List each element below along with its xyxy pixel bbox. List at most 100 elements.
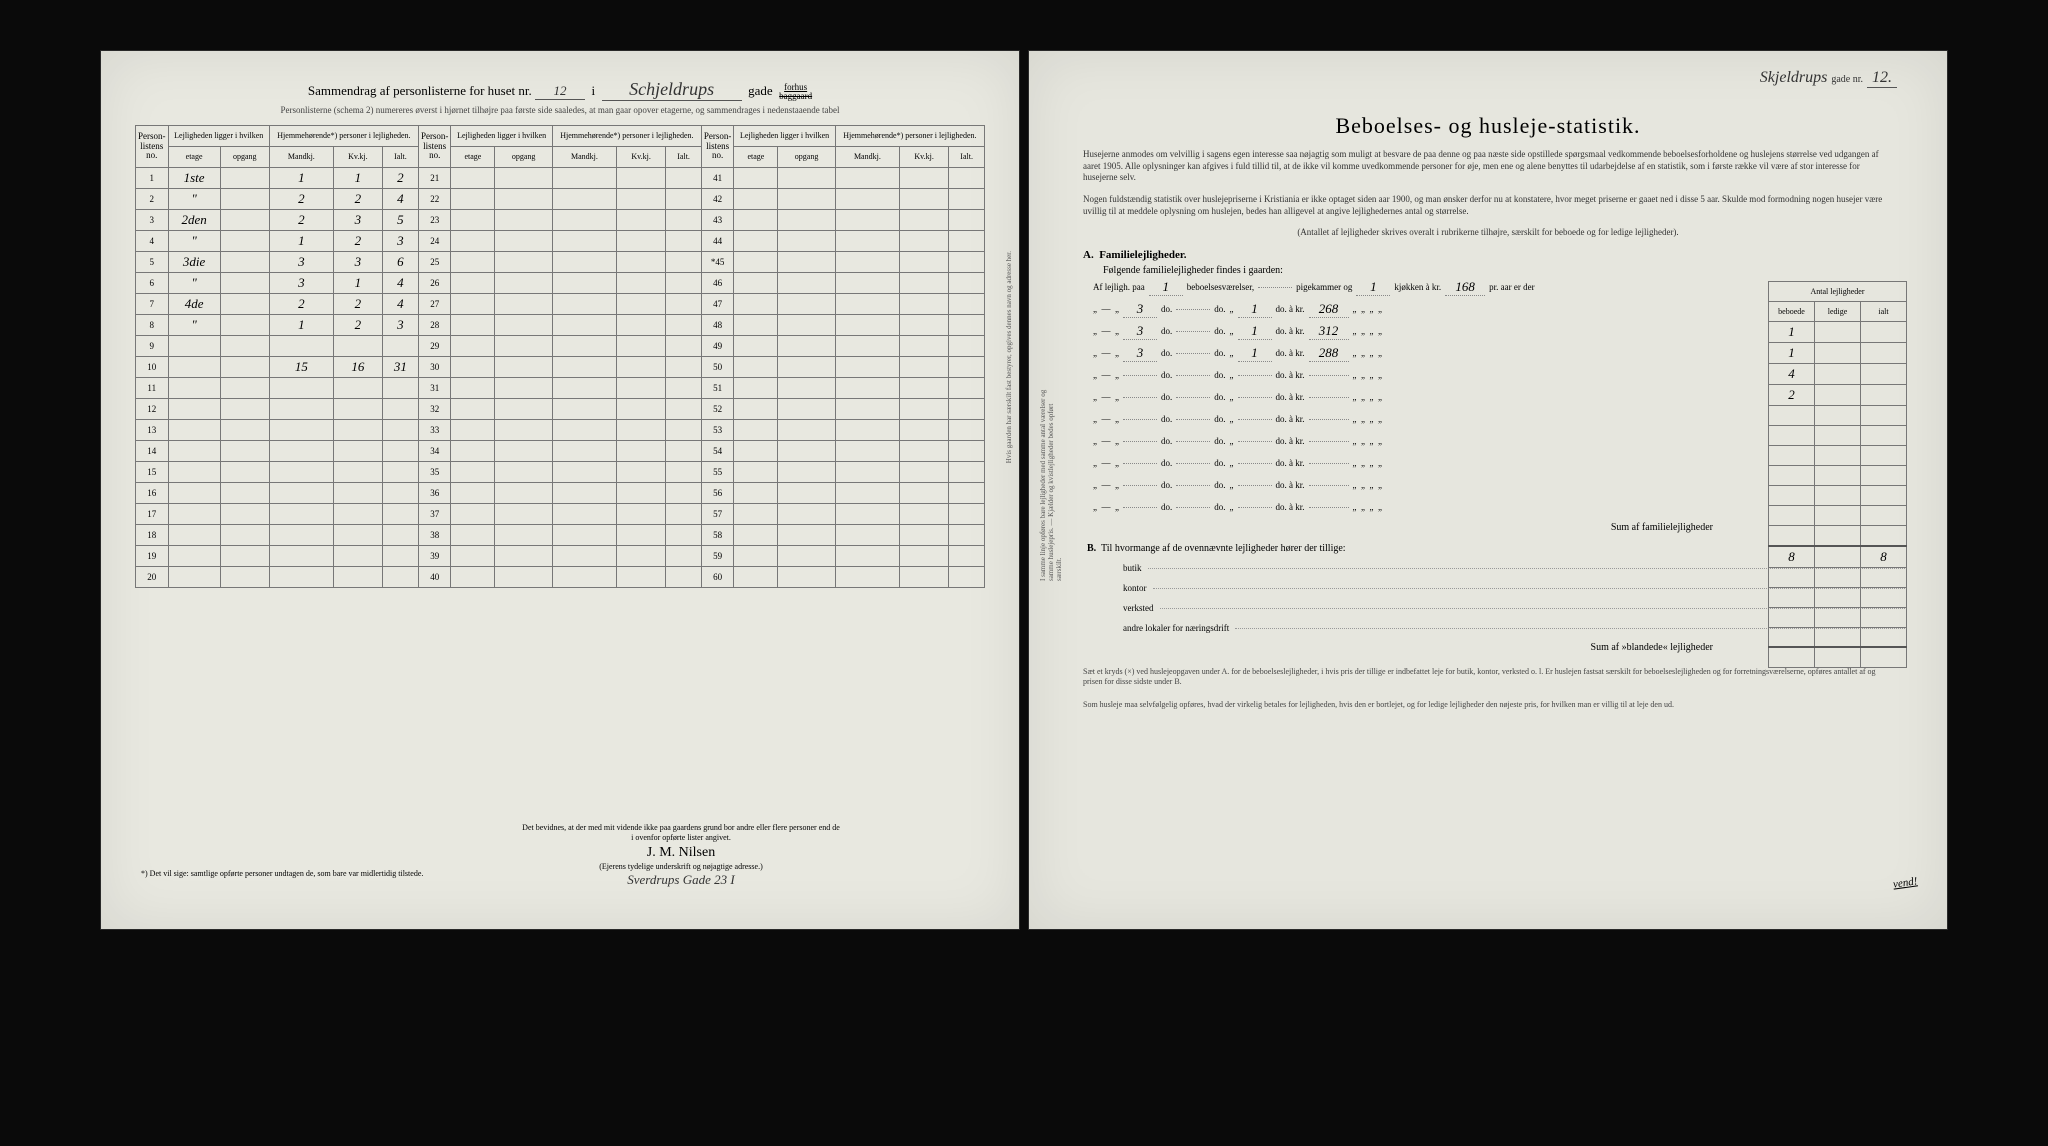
census-cell (949, 357, 985, 378)
census-cell (899, 231, 948, 252)
left-title-line: Sammendrag af personlisterne for huset n… (135, 79, 985, 101)
hdr-ialt-2: Ialt. (666, 147, 702, 168)
census-cell (495, 252, 552, 273)
census-cell: 58 (701, 525, 734, 546)
census-cell (451, 357, 495, 378)
antal-cell (1861, 466, 1907, 486)
antal-b-cell (1815, 567, 1861, 587)
census-cell (333, 378, 382, 399)
antal-cell (1769, 406, 1815, 426)
census-cell (451, 252, 495, 273)
hdr-hjemme-2: Hjemmehørende*) personer i lejligheden. (552, 126, 701, 147)
census-cell (220, 546, 269, 567)
census-cell (778, 252, 835, 273)
census-cell (220, 210, 269, 231)
census-cell (382, 483, 418, 504)
hdr-person-no-2: Person-listens no. (418, 126, 451, 168)
census-cell: 59 (701, 546, 734, 567)
census-cell (734, 525, 778, 546)
antal-b-cell (1815, 587, 1861, 607)
antal-cell (1815, 385, 1861, 406)
census-cell (835, 462, 899, 483)
census-cell (734, 462, 778, 483)
census-cell: *45 (701, 252, 734, 273)
census-cell: 52 (701, 399, 734, 420)
census-cell: 2 (269, 189, 333, 210)
census-cell: 3 (382, 315, 418, 336)
census-cell (899, 483, 948, 504)
census-cell (451, 231, 495, 252)
census-cell (168, 399, 220, 420)
census-cell (495, 441, 552, 462)
census-cell (899, 504, 948, 525)
census-cell (778, 273, 835, 294)
census-cell (835, 294, 899, 315)
hdr-opgang-2: opgang (495, 147, 552, 168)
right-title: Beboelses- og husleje-statistik. (1063, 113, 1913, 139)
side-bracket-note: I samme linje opføres bare lejligheder m… (1039, 381, 1063, 581)
census-cell: 27 (418, 294, 451, 315)
census-cell: 15 (136, 462, 169, 483)
census-cell: 43 (701, 210, 734, 231)
census-cell: 4de (168, 294, 220, 315)
census-cell: 31 (382, 357, 418, 378)
a-subtitle: Følgende familielejligheder findes i gaa… (1103, 265, 1913, 276)
census-cell (382, 525, 418, 546)
vend-label: vend! (1892, 875, 1918, 890)
census-cell (382, 420, 418, 441)
census-cell (666, 294, 702, 315)
census-cell (552, 315, 616, 336)
census-cell (778, 399, 835, 420)
census-cell: 20 (136, 567, 169, 588)
census-cell: 6 (382, 252, 418, 273)
census-cell (495, 420, 552, 441)
census-cell (617, 189, 666, 210)
hdr-lejl-3: Lejligheden ligger i hvilken (734, 126, 835, 147)
census-cell: 56 (701, 483, 734, 504)
census-cell (495, 336, 552, 357)
baggaard-label: baggaard (779, 91, 812, 101)
census-cell (552, 441, 616, 462)
census-cell: 2 (269, 210, 333, 231)
census-cell (382, 399, 418, 420)
intro-3: (Antallet af lejligheder skrives overalt… (1083, 227, 1893, 239)
antal-cell (1815, 466, 1861, 486)
census-cell (835, 567, 899, 588)
hdr-mandkj-3: Mandkj. (835, 147, 899, 168)
census-cell (666, 378, 702, 399)
census-cell (617, 546, 666, 567)
bottom-note-2: Som husleje maa selvfølgelig opføres, hv… (1083, 700, 1893, 710)
census-cell: 12 (136, 399, 169, 420)
census-cell (778, 189, 835, 210)
census-cell (666, 210, 702, 231)
census-cell: 1 (269, 315, 333, 336)
census-cell: " (168, 231, 220, 252)
census-cell (899, 378, 948, 399)
census-cell (220, 420, 269, 441)
census-cell (617, 483, 666, 504)
census-cell (835, 525, 899, 546)
signature-address: Sverdrups Gade 23 I (521, 872, 841, 889)
census-table: Person-listens no. Lejligheden ligger i … (135, 125, 985, 588)
census-cell (220, 378, 269, 399)
antal-cell (1769, 466, 1815, 486)
census-cell (835, 273, 899, 294)
census-cell (949, 210, 985, 231)
census-cell (451, 420, 495, 441)
antal-sum-cell: 8 (1861, 546, 1907, 568)
left-subtitle: Personlisterne (schema 2) numereres øver… (135, 105, 985, 115)
footnote-right-block: Det bevidnes, at der med mit vidende ikk… (521, 823, 841, 889)
census-cell: 2 (333, 294, 382, 315)
census-cell (220, 357, 269, 378)
census-cell (451, 441, 495, 462)
census-cell (617, 273, 666, 294)
census-cell (778, 504, 835, 525)
census-cell (778, 294, 835, 315)
census-cell (949, 546, 985, 567)
census-cell (333, 336, 382, 357)
census-cell (899, 210, 948, 231)
scan-frame: Sammendrag af personlisterne for huset n… (100, 50, 1948, 930)
census-cell: 6 (136, 273, 169, 294)
census-cell (552, 399, 616, 420)
census-cell (220, 315, 269, 336)
